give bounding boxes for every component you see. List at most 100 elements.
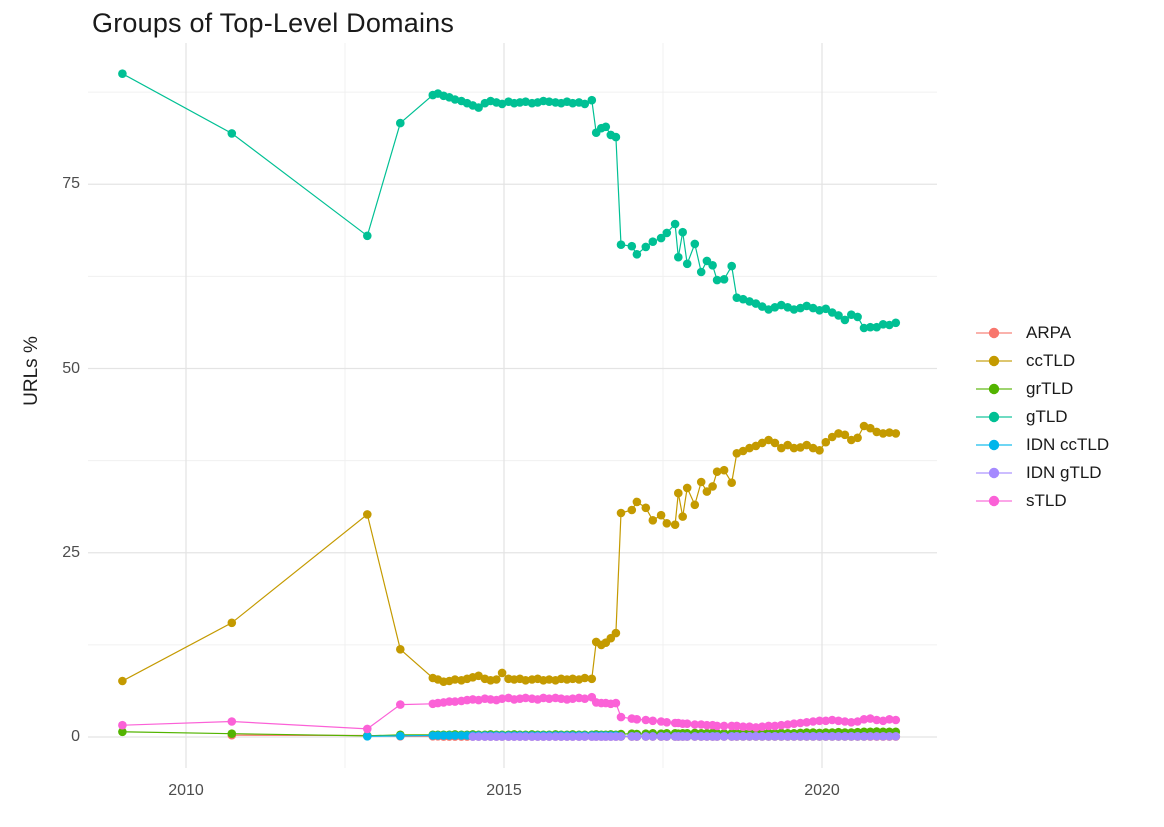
- data-point: [878, 429, 888, 438]
- data-point: [678, 512, 687, 521]
- data-point: [789, 443, 799, 453]
- data-point: [474, 732, 483, 741]
- data-point: [497, 668, 507, 678]
- data-point: [678, 227, 687, 237]
- series-gtld-points: [118, 69, 901, 333]
- data-point: [802, 732, 811, 741]
- data-point: [708, 261, 717, 270]
- data-point: [682, 483, 692, 493]
- data-point: [662, 732, 672, 741]
- data-point: [853, 433, 862, 443]
- data-point: [601, 122, 611, 132]
- data-point: [840, 315, 850, 325]
- data-point: [866, 732, 875, 741]
- series-gtld-line: [122, 73, 896, 329]
- data-point: [396, 731, 405, 741]
- legend-label: ARPA: [1026, 323, 1072, 342]
- data-point: [696, 267, 706, 277]
- data-point: [891, 715, 901, 725]
- data-point: [682, 732, 692, 741]
- data-point: [757, 302, 767, 311]
- data-point: [796, 718, 805, 728]
- legend-label: grTLD: [1026, 379, 1074, 398]
- data-point: [821, 716, 831, 726]
- data-point: [712, 721, 722, 731]
- data-point: [789, 732, 799, 741]
- legend: ARPA ccTLD grTLD gTLD IDN ccTLD IDN gTLD sTLD: [974, 319, 1109, 515]
- data-point: [878, 320, 888, 329]
- data-point: [757, 438, 767, 448]
- legend-label: IDN gTLD: [1026, 463, 1102, 482]
- data-point: [751, 723, 761, 732]
- data-point: [891, 732, 901, 741]
- legend-item-stld: sTLD: [974, 487, 1109, 515]
- data-point: [670, 219, 680, 229]
- data-point: [118, 676, 127, 686]
- data-point: [738, 446, 748, 456]
- data-point: [727, 478, 736, 488]
- data-point: [777, 732, 786, 741]
- legend-item-idn-cctld: IDN ccTLD: [974, 431, 1109, 459]
- data-point: [690, 500, 700, 510]
- data-point: [521, 676, 530, 685]
- data-point: [821, 437, 831, 447]
- data-point: [808, 732, 818, 741]
- data-point: [789, 719, 799, 728]
- data-point: [690, 720, 700, 729]
- data-point: [656, 510, 666, 520]
- data-point: [474, 103, 483, 112]
- data-point: [497, 732, 507, 741]
- data-point: [885, 715, 894, 724]
- data-point: [834, 716, 843, 726]
- data-point: [627, 505, 637, 515]
- data-point: [670, 520, 680, 529]
- data-point: [544, 97, 554, 106]
- data-point: [696, 477, 706, 487]
- legend-item-arpa: ARPA: [974, 319, 1109, 347]
- series-cctld-points: [118, 421, 901, 686]
- data-point: [834, 311, 843, 320]
- data-point: [580, 694, 590, 703]
- data-point: [568, 98, 577, 108]
- data-point: [821, 732, 831, 741]
- data-point: [719, 732, 729, 741]
- data-point: [396, 118, 405, 128]
- data-point: [396, 700, 405, 709]
- data-point: [616, 712, 626, 722]
- data-point: [363, 510, 372, 519]
- data-point: [611, 698, 621, 708]
- data-point: [834, 429, 843, 438]
- data-point: [802, 440, 811, 450]
- legend-item-grtld: grTLD: [974, 375, 1109, 403]
- data-point: [648, 716, 658, 726]
- data-point: [789, 305, 799, 314]
- chart-title: Groups of Top-Level Domains: [92, 8, 455, 38]
- legend-key-icon: [976, 439, 1012, 451]
- series-stld-points: [118, 692, 901, 734]
- data-point: [885, 732, 894, 741]
- data-point: [521, 732, 530, 741]
- data-point: [450, 675, 460, 684]
- data-point: [632, 732, 642, 741]
- series-cctld-line: [122, 425, 896, 683]
- data-point: [840, 430, 850, 440]
- data-point: [632, 250, 642, 259]
- data-point: [719, 721, 729, 731]
- data-point: [847, 732, 856, 741]
- legend-key-icon: [976, 383, 1012, 395]
- data-point: [682, 719, 692, 728]
- legend-key-icon: [976, 467, 1012, 479]
- data-point: [872, 322, 881, 332]
- y-tick-label: 50: [62, 359, 80, 377]
- data-point: [544, 732, 554, 741]
- data-point: [732, 732, 742, 741]
- data-point: [611, 132, 621, 142]
- data-point: [641, 732, 651, 741]
- data-point: [580, 673, 590, 683]
- data-point: [859, 715, 869, 724]
- y-tick-label: 25: [62, 543, 80, 561]
- data-point: [568, 694, 577, 703]
- data-point: [808, 717, 818, 726]
- data-point: [682, 259, 692, 269]
- data-point: [587, 674, 597, 684]
